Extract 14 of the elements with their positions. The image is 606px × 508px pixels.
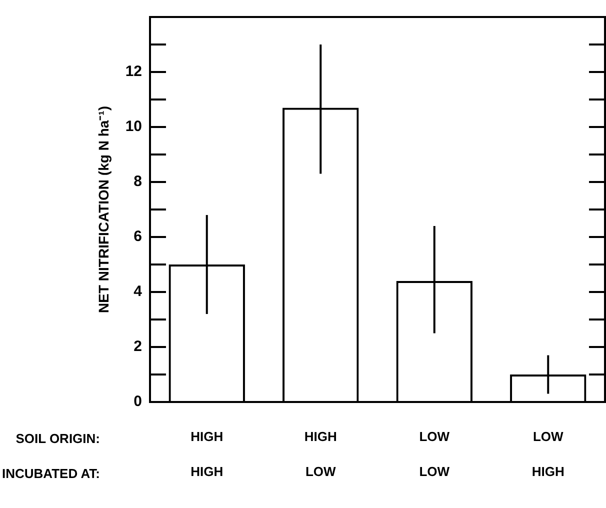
y-tick-label: 6: [134, 228, 142, 246]
y-tick-label: 2: [134, 338, 142, 356]
y-tick-label: 8: [134, 173, 142, 190]
category-label: LOW HIGH: [532, 429, 564, 480]
y-tick-label: 12: [125, 63, 142, 80]
text: SOIL ORIGIN:: [16, 431, 100, 446]
text: INCUBATED AT:: [2, 466, 100, 482]
category-label: HIGH LOW: [304, 429, 337, 480]
category-label: HIGH HIGH: [190, 429, 224, 480]
y-tick-label: 4: [134, 283, 143, 300]
y-axis-title: NET NITRIFICATION (kg N ha⁻¹): [95, 106, 112, 313]
category-label: LOW LOW: [419, 429, 450, 480]
y-tick-label: 0: [134, 393, 142, 410]
y-tick-label: 10: [125, 118, 142, 136]
